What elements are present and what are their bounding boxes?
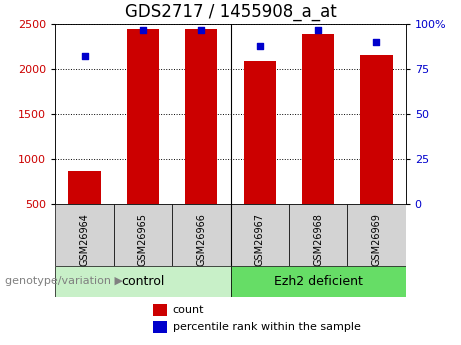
Bar — [185, 29, 218, 204]
Point — [198, 27, 205, 32]
Text: GSM26968: GSM26968 — [313, 213, 323, 266]
Bar — [230, 204, 289, 266]
Text: GSM26965: GSM26965 — [138, 213, 148, 266]
Bar — [172, 204, 230, 266]
Text: GSM26967: GSM26967 — [254, 213, 265, 266]
Bar — [69, 171, 100, 204]
Bar — [154, 321, 167, 333]
Bar — [114, 204, 172, 266]
Text: GSM26969: GSM26969 — [372, 213, 382, 266]
Text: percentile rank within the sample: percentile rank within the sample — [173, 322, 361, 332]
Title: GDS2717 / 1455908_a_at: GDS2717 / 1455908_a_at — [124, 3, 337, 21]
Point — [139, 27, 147, 32]
Text: control: control — [121, 275, 165, 288]
Bar — [243, 61, 276, 204]
Point — [314, 27, 322, 32]
Text: GSM26964: GSM26964 — [79, 213, 89, 266]
Text: GSM26966: GSM26966 — [196, 213, 207, 266]
Bar — [347, 204, 406, 266]
Point — [81, 54, 88, 59]
Point — [256, 43, 263, 48]
Text: genotype/variation ▶: genotype/variation ▶ — [5, 276, 123, 286]
Bar — [55, 204, 114, 266]
Bar — [361, 55, 393, 204]
Bar — [302, 34, 334, 204]
Bar — [230, 266, 406, 297]
Bar — [289, 204, 347, 266]
Text: count: count — [173, 305, 204, 315]
Bar — [127, 29, 159, 204]
Bar — [154, 304, 167, 316]
Bar — [55, 266, 230, 297]
Text: Ezh2 deficient: Ezh2 deficient — [274, 275, 362, 288]
Point — [373, 39, 380, 45]
